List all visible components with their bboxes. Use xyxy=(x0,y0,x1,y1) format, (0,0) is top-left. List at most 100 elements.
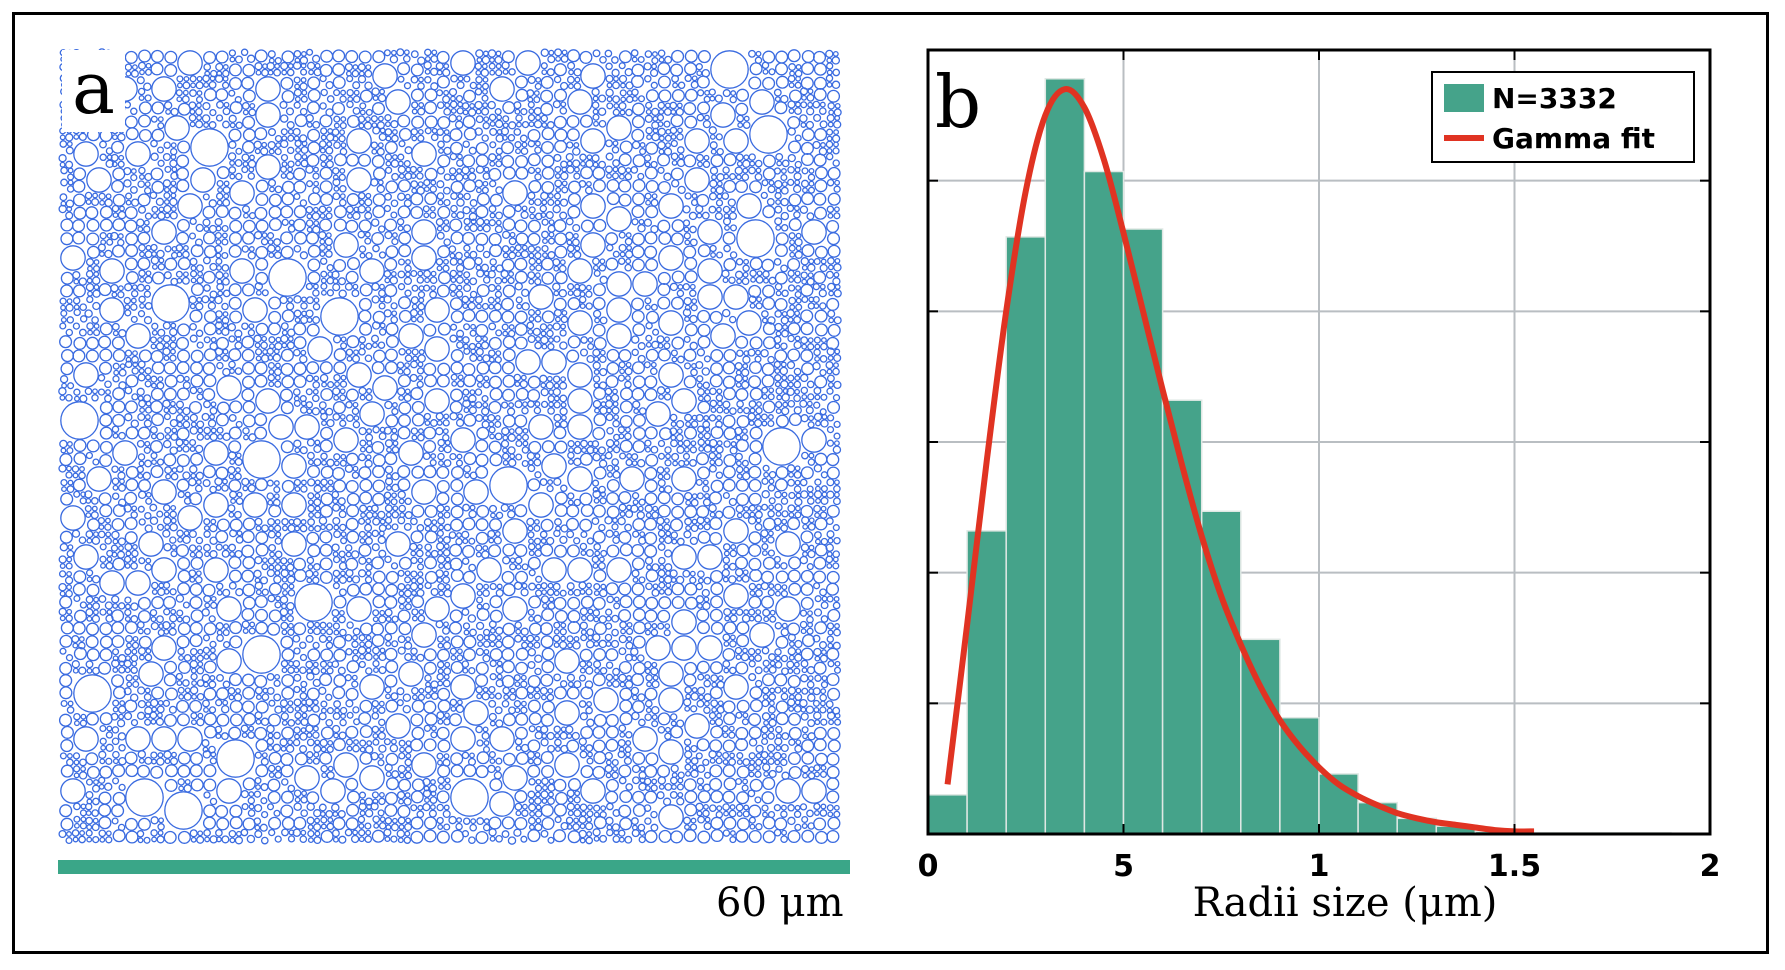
particle-circle xyxy=(567,310,593,336)
particle-circle xyxy=(294,96,301,103)
particle-circle xyxy=(202,74,210,83)
particle-circle xyxy=(177,505,203,531)
particle-circle xyxy=(242,635,281,674)
particle-circle xyxy=(333,752,359,778)
particle-circle xyxy=(605,74,614,83)
particle-circle xyxy=(417,56,426,65)
particle-circle xyxy=(139,69,145,76)
particle-circle xyxy=(307,76,321,90)
particle-circle xyxy=(151,101,165,115)
particle-circle xyxy=(749,62,763,76)
particle-circle xyxy=(151,479,177,505)
particle-circle xyxy=(580,778,606,804)
particle-circle xyxy=(591,87,600,97)
particle-circle xyxy=(190,128,229,167)
particle-circle xyxy=(281,531,307,557)
particle-circle xyxy=(762,427,801,466)
particle-circle xyxy=(448,87,458,97)
particle-circle xyxy=(138,101,152,115)
particle-circle xyxy=(658,687,684,713)
particle-circle xyxy=(775,596,801,622)
particle-circle xyxy=(189,75,197,83)
particle-circle xyxy=(658,56,665,63)
particle-circle xyxy=(216,100,224,109)
particle-circle xyxy=(619,466,645,492)
particle-circle xyxy=(697,258,723,284)
particle-circle xyxy=(618,74,628,84)
particle-circle xyxy=(631,88,639,97)
particle-circle xyxy=(670,109,677,115)
particle-circle xyxy=(183,75,190,82)
particle-circle xyxy=(695,63,703,71)
particle-circle xyxy=(203,81,210,88)
particle-circle xyxy=(592,49,601,58)
particle-circle xyxy=(125,726,151,752)
particle-circle xyxy=(541,349,567,375)
particle-circle xyxy=(612,81,620,90)
particle-circle xyxy=(684,88,698,102)
particle-circle xyxy=(620,96,627,103)
particle-circle xyxy=(567,89,593,115)
particle-circle xyxy=(501,61,510,70)
particle-circle xyxy=(710,323,736,349)
particle-circle xyxy=(143,82,152,91)
particle-circle xyxy=(398,440,424,466)
particle-circle xyxy=(657,101,666,110)
particle-circle xyxy=(397,75,405,83)
particle-circle xyxy=(514,75,528,89)
particle-circle xyxy=(540,62,548,70)
particle-circle xyxy=(300,62,307,69)
particle-circle xyxy=(606,323,632,349)
particle-circle xyxy=(456,81,465,90)
particle-circle xyxy=(580,63,606,89)
particle-circle xyxy=(495,63,502,70)
particle-circle xyxy=(229,180,255,206)
particle-circle xyxy=(696,70,703,77)
particle-circle xyxy=(450,674,476,700)
particle-circle xyxy=(774,62,789,76)
particle-circle xyxy=(359,765,385,791)
particle-circle xyxy=(196,114,203,121)
particle-circle xyxy=(345,50,359,64)
particle-circle xyxy=(825,74,834,83)
particle-circle xyxy=(541,557,567,583)
particle-circle xyxy=(248,108,257,117)
particle-circle xyxy=(651,63,658,70)
particle-circle xyxy=(339,95,347,103)
particle-circle xyxy=(344,62,354,72)
particle-circle xyxy=(222,64,229,70)
particle-circle xyxy=(216,648,242,674)
particle-circle xyxy=(73,141,99,167)
particle-circle xyxy=(300,68,308,76)
particle-circle xyxy=(424,76,432,84)
particle-circle xyxy=(684,74,692,83)
particle-circle xyxy=(403,49,410,56)
particle-circle xyxy=(489,466,528,505)
particle-circle xyxy=(807,88,814,95)
particle-circle xyxy=(195,81,204,90)
particle-circle xyxy=(801,427,827,453)
particle-circle xyxy=(644,75,652,83)
particle-circle xyxy=(463,479,489,505)
particle-circle xyxy=(177,50,203,76)
particle-circle xyxy=(358,50,372,64)
particle-circle xyxy=(559,106,568,115)
particle-circle xyxy=(417,82,425,90)
particle-circle xyxy=(410,50,419,59)
particle-circle xyxy=(195,120,204,129)
particle-circle xyxy=(424,297,450,323)
particle-circle xyxy=(528,284,554,310)
particle-circle xyxy=(684,167,710,193)
particle-circle xyxy=(332,49,346,63)
particle-circle xyxy=(229,56,236,63)
particle-circle xyxy=(527,75,536,85)
particle-circle xyxy=(826,81,833,88)
particle-circle xyxy=(293,50,302,58)
particle-circle xyxy=(606,96,613,103)
particle-circle xyxy=(502,68,509,75)
particle-circle xyxy=(436,69,443,76)
particle-circle xyxy=(124,63,133,71)
particle-circle xyxy=(762,68,769,75)
particle-circle xyxy=(144,94,152,102)
particle-circle xyxy=(170,107,179,117)
